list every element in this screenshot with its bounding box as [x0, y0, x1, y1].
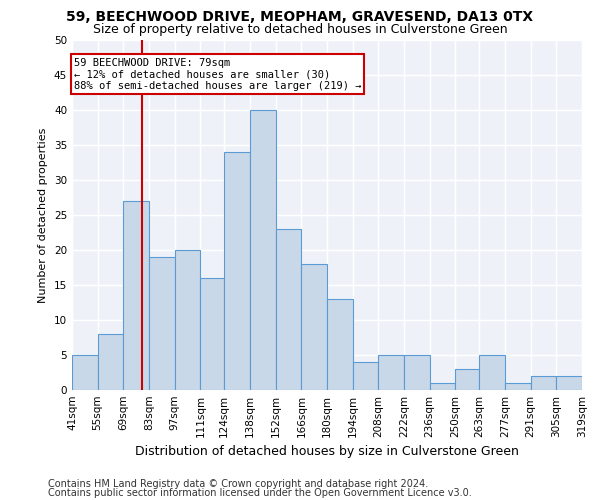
Bar: [224, 152, 250, 390]
Text: Size of property relative to detached houses in Culverstone Green: Size of property relative to detached ho…: [92, 22, 508, 36]
Bar: [124, 201, 149, 390]
Bar: [327, 299, 353, 390]
Bar: [353, 362, 379, 390]
Bar: [301, 264, 327, 390]
Bar: [455, 369, 479, 390]
Bar: [200, 278, 224, 390]
Text: Contains HM Land Registry data © Crown copyright and database right 2024.: Contains HM Land Registry data © Crown c…: [48, 479, 428, 489]
Text: Contains public sector information licensed under the Open Government Licence v3: Contains public sector information licen…: [48, 488, 472, 498]
Text: 59, BEECHWOOD DRIVE, MEOPHAM, GRAVESEND, DA13 0TX: 59, BEECHWOOD DRIVE, MEOPHAM, GRAVESEND,…: [67, 10, 533, 24]
Bar: [275, 229, 301, 390]
Y-axis label: Number of detached properties: Number of detached properties: [38, 128, 49, 302]
Bar: [98, 334, 124, 390]
Text: 59 BEECHWOOD DRIVE: 79sqm
← 12% of detached houses are smaller (30)
88% of semi-: 59 BEECHWOOD DRIVE: 79sqm ← 12% of detac…: [74, 58, 361, 90]
Bar: [530, 376, 556, 390]
Bar: [250, 110, 275, 390]
Bar: [505, 383, 530, 390]
Bar: [556, 376, 582, 390]
Bar: [149, 257, 175, 390]
Bar: [72, 355, 98, 390]
Bar: [430, 383, 455, 390]
Bar: [175, 250, 200, 390]
Bar: [479, 355, 505, 390]
X-axis label: Distribution of detached houses by size in Culverstone Green: Distribution of detached houses by size …: [135, 446, 519, 458]
Bar: [404, 355, 430, 390]
Bar: [379, 355, 404, 390]
